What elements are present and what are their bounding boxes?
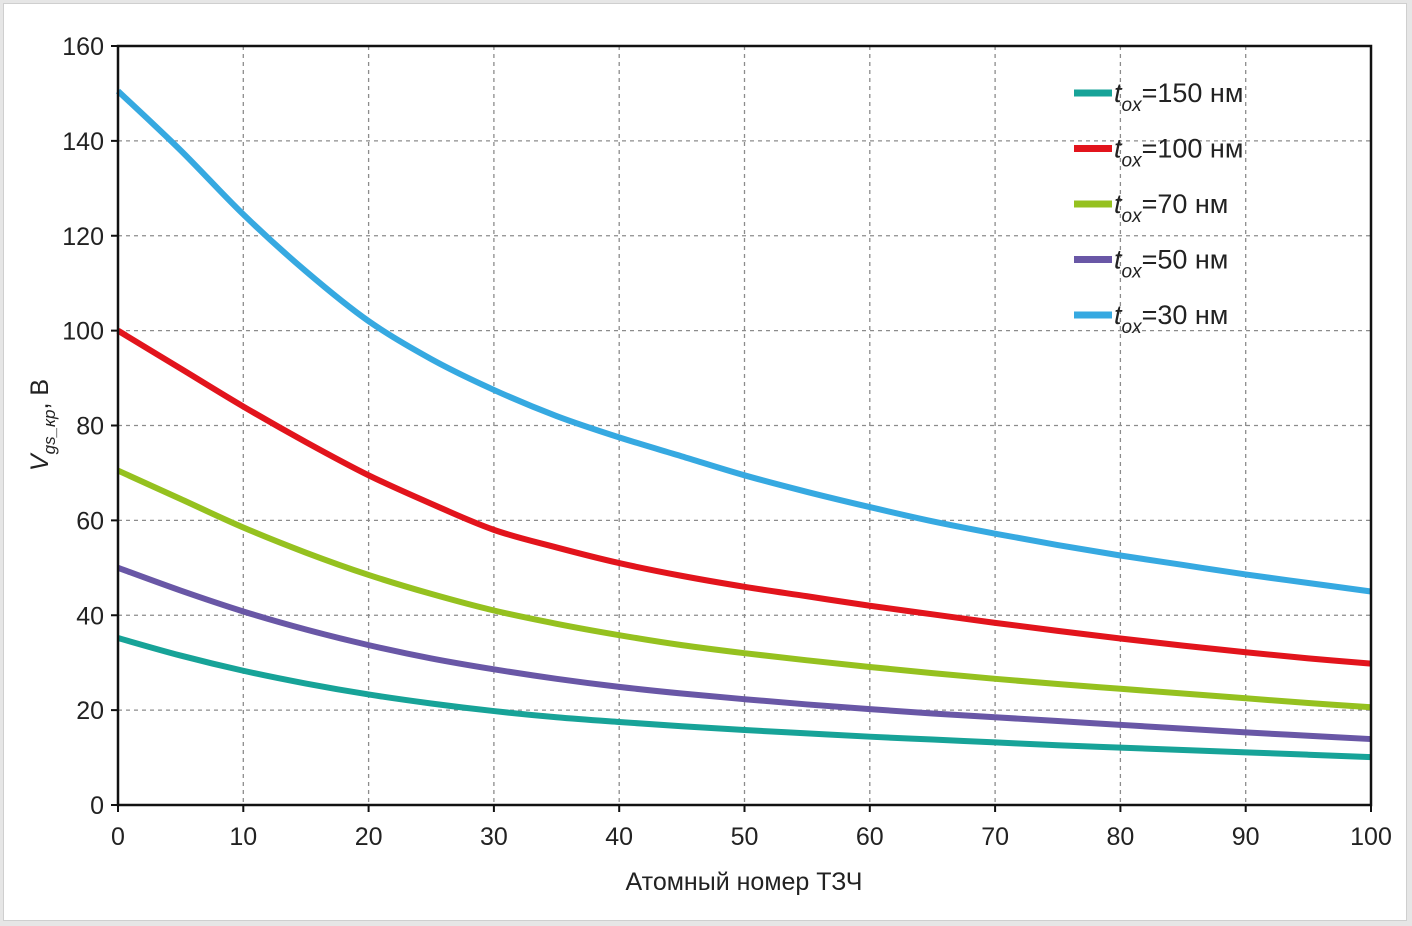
y-tick-label: 40 [76, 602, 104, 630]
y-tick-label: 60 [76, 507, 104, 535]
x-tick-label: 0 [111, 823, 125, 851]
series-line-70-нм [116, 467, 1372, 711]
legend: tox=150 нм tox=100 нм tox=70 нм tox=50 нм to… [1074, 78, 1243, 338]
series-line-100-нм [116, 328, 1372, 667]
y-axis-title-main: V [26, 452, 54, 471]
y-tick-label: 120 [62, 223, 104, 251]
x-tick-label: 30 [480, 823, 508, 851]
series-line-150-нм [117, 635, 1372, 761]
x-tick-label: 90 [1232, 823, 1260, 851]
series-lines [115, 88, 1372, 761]
x-tick-label: 50 [731, 823, 759, 851]
series-line-50-нм [116, 564, 1372, 743]
series-line-30-нм [115, 88, 1372, 595]
x-tick-label: 60 [856, 823, 884, 851]
legend-label: tox=150 нм [1114, 78, 1243, 116]
y-tick-label: 140 [62, 128, 104, 156]
grid [118, 46, 1371, 805]
y-tick-label: 20 [76, 697, 104, 725]
legend-label: tox=30 нм [1114, 300, 1228, 338]
y-tick-label: 0 [90, 792, 104, 820]
x-tick-label: 20 [355, 823, 383, 851]
y-tick-label: 100 [62, 318, 104, 346]
y-tick-label: 80 [76, 413, 104, 441]
x-tick-label: 10 [229, 823, 257, 851]
x-axis-title: Атомный номер ТЗЧ [626, 868, 863, 896]
x-tick-labels: 0 10 20 30 40 50 60 70 80 90 100 [111, 805, 1392, 851]
y-tick-labels: 0 20 40 60 80 100 120 140 160 [62, 33, 118, 820]
x-tick-label: 100 [1350, 823, 1392, 851]
y-tick-label: 160 [62, 33, 104, 61]
legend-label: tox=50 нм [1114, 245, 1228, 283]
y-axis-title: Vgs_кр, В [26, 379, 59, 471]
y-axis-title-sub: gs_кр [40, 410, 59, 455]
x-tick-label: 40 [605, 823, 633, 851]
y-axis-title-unit: , В [26, 379, 54, 410]
legend-label: tox=70 нм [1114, 189, 1228, 227]
x-tick-label: 70 [981, 823, 1009, 851]
x-tick-label: 80 [1106, 823, 1134, 851]
legend-label: tox=100 нм [1114, 134, 1243, 172]
